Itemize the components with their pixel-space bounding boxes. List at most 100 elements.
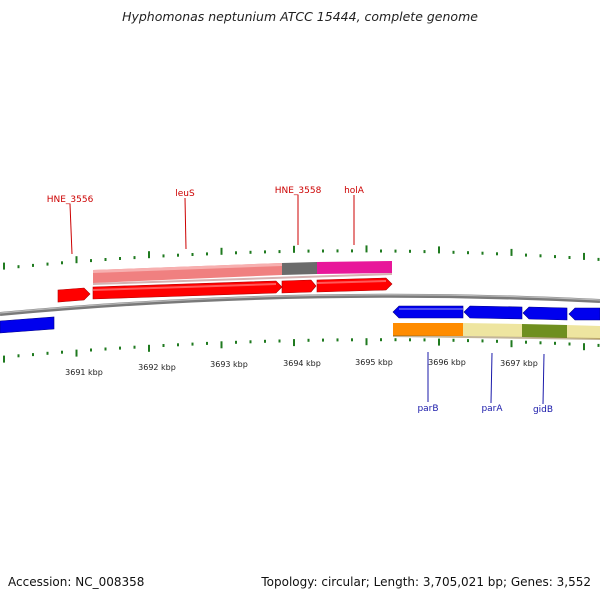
minor-tick [423,338,426,342]
minor-tick [162,344,165,347]
major-tick [293,339,295,347]
forward-gene-arrows [57,277,393,303]
minor-tick [264,250,266,254]
minor-tick [496,339,498,343]
lower-tick-row [3,338,600,363]
minor-tick [90,348,92,352]
gene-arrow-leus [92,280,283,300]
minor-tick [481,339,484,343]
major-tick [220,341,223,349]
minor-tick [351,249,353,253]
minor-tick [177,253,179,257]
major-tick [438,338,440,346]
gene-arrow-hola [316,277,393,293]
minor-tick [380,338,382,342]
minor-tick [597,257,600,261]
minor-tick [322,338,324,342]
reverse-gene-arrows [392,305,600,321]
minor-tick [554,341,556,345]
upper-tick-row [3,245,600,270]
minor-tick [409,249,411,253]
gene-label-hne-3556: HNE_3556 [47,195,94,205]
minor-tick [104,258,107,261]
minor-tick [380,249,382,253]
gene-arrow-left-reverse [0,316,55,334]
gene-label-parb: parB [417,404,438,414]
genome-summary-text: Topology: circular; Length: 3,705,021 bp… [261,575,591,589]
minor-tick [46,262,49,266]
scale-label: 3694 kbp [283,359,321,368]
gene-label-hola: holA [344,186,365,196]
minor-tick [496,252,498,256]
minor-tick [17,354,20,358]
gene-arrow-para [463,305,523,320]
minor-tick [177,343,179,347]
minor-tick [235,251,237,255]
minor-tick [452,338,455,342]
minor-tick [481,251,484,255]
major-tick [365,338,368,346]
scale-label: 3697 kbp [500,359,538,368]
scale-label: 3692 kbp [138,363,176,372]
minor-tick [17,265,20,269]
minor-tick [336,338,339,342]
minor-tick [264,339,266,343]
gene-label-leus: leuS [175,189,195,199]
gene-arrow-gidb [522,306,568,321]
accession-text: Accession: NC_008358 [8,575,145,589]
minor-tick [423,250,426,254]
gene-label-para: parA [481,404,503,414]
minor-tick [539,341,542,345]
major-tick [75,256,78,264]
minor-tick [90,259,92,263]
scale-label: 3695 kbp [355,358,393,367]
minor-tick [104,347,107,351]
scale-label: 3691 kbp [65,368,103,377]
minor-tick [249,340,252,344]
minor-tick [452,250,455,254]
minor-tick [525,340,527,344]
minor-tick [409,338,411,342]
major-tick [438,246,440,254]
minor-tick [467,251,469,255]
minor-tick [307,338,310,342]
minor-tick [206,252,208,256]
major-tick [3,262,5,270]
minor-tick [336,249,339,253]
minor-tick [351,338,353,342]
scale-label: 3696 kbp [428,358,466,367]
minor-tick [46,351,49,355]
minor-tick [191,342,194,346]
minor-tick [597,343,600,347]
minor-tick [278,250,281,254]
gene-arrow-hne-3558 [281,279,317,294]
gene-labels: HNE_3556 leuS HNE_3558 holA parB parA gi… [47,186,553,415]
major-tick [583,343,585,351]
map-title: Hyphomonas neptunium ATCC 15444, complet… [122,9,478,24]
minor-tick [235,340,237,344]
gene-arrow-parb [392,305,464,319]
minor-tick [539,254,542,258]
minor-tick [394,338,397,342]
minor-tick [525,253,527,257]
gene-label-gidb: gidB [533,405,553,415]
major-tick [583,252,585,260]
label-leaders [69,195,545,405]
minor-tick [394,249,397,253]
minor-tick [554,255,556,259]
minor-tick [191,253,194,256]
scale-labels: 3691 kbp 3692 kbp 3693 kbp 3694 kbp 3695… [65,358,538,377]
minor-tick [61,350,63,354]
major-tick [3,355,5,363]
major-tick [220,247,223,255]
minor-tick [133,345,136,349]
major-tick [365,245,368,253]
minor-tick [278,339,281,343]
minor-tick [322,249,324,253]
gene-label-hne-3558: HNE_3558 [275,186,322,196]
minor-tick [32,353,34,357]
minor-tick [162,254,165,258]
gene-arrow-right-reverse [568,307,600,321]
minor-tick [249,250,252,254]
major-tick [293,245,295,253]
